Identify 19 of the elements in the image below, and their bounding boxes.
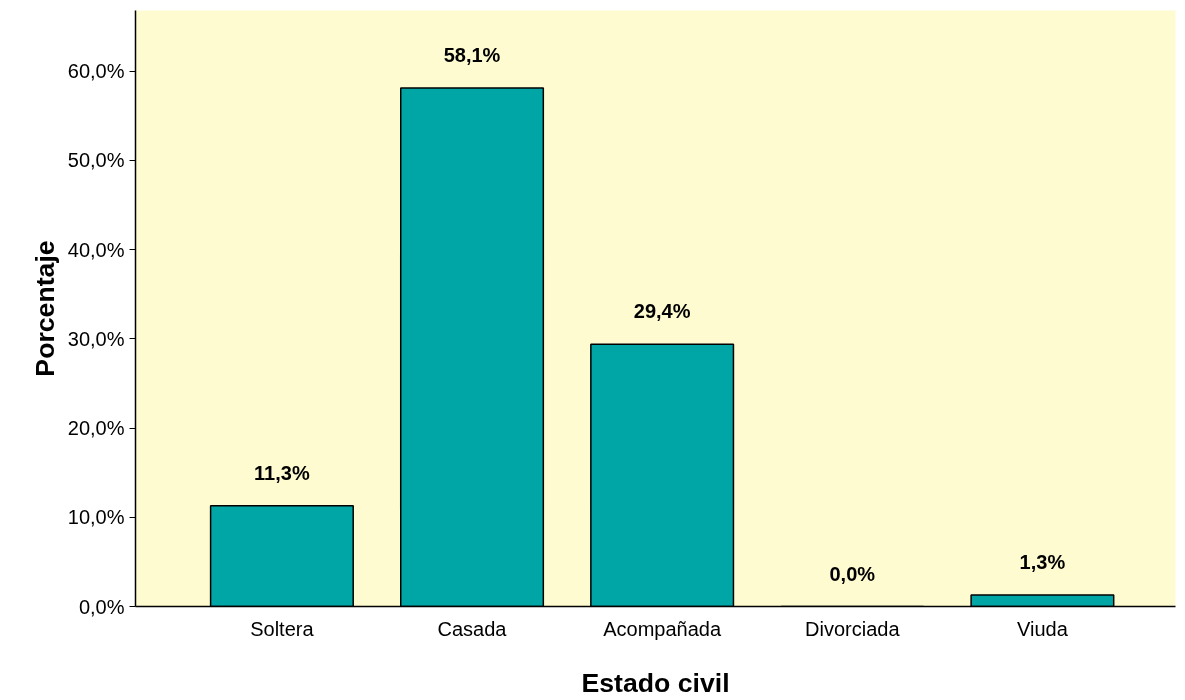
- y-tick-label: 60,0%: [67, 60, 125, 83]
- y-tick-label: 10,0%: [67, 506, 125, 529]
- y-tick-label: 30,0%: [67, 327, 125, 350]
- x-tick-label: Viuda: [1017, 617, 1069, 640]
- x-tick-label: Acompañada: [603, 617, 722, 640]
- x-tick-label: Casada: [437, 617, 508, 640]
- data-label: 58,1%: [443, 44, 501, 67]
- y-tick-label: 0,0%: [78, 595, 125, 618]
- y-tick-label: 50,0%: [67, 149, 125, 172]
- y-tick-label: 20,0%: [67, 417, 125, 440]
- y-axis-title: Porcentaje: [29, 240, 60, 377]
- data-label: 1,3%: [1019, 550, 1066, 573]
- data-label: 29,4%: [633, 300, 691, 323]
- data-label: 11,3%: [254, 461, 310, 484]
- x-tick-label: Divorciada: [805, 617, 901, 640]
- x-axis-title: Estado civil: [581, 667, 730, 698]
- x-tick-label: Soltera: [250, 617, 315, 640]
- y-tick-label: 40,0%: [67, 238, 125, 261]
- data-label: 0,0%: [829, 562, 876, 585]
